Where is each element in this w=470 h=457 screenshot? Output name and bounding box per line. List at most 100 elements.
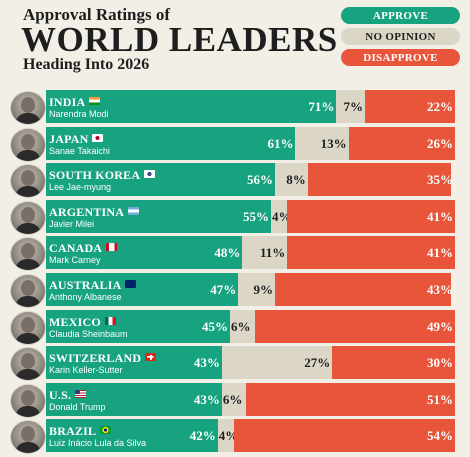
stacked-bar: 55% 4% 41% ARGENTINA Javier Milei: [46, 199, 455, 233]
flag-brazil-icon: [100, 426, 112, 435]
value-label-no-opinion: 9%: [253, 282, 274, 297]
leader-name: Javier Milei: [49, 218, 95, 229]
leader-portrait: [10, 127, 46, 162]
bar-segment-no-opinion: [217, 419, 235, 453]
flag-argentina-icon: [128, 206, 140, 215]
chart-row: 43% 27% 30% SWITZERLAND Karin Keller-Sutter: [0, 344, 470, 382]
chart-row: 42% 4% 54% BRAZIL Luiz Inácio Lula da Silva: [0, 417, 470, 455]
bar-segment-disapprove: [287, 199, 455, 233]
flag-japan-icon: [92, 133, 104, 142]
chart-subtitle: Heading Into 2026: [23, 56, 150, 73]
leader-portrait: [10, 274, 46, 308]
bar-segment-no-opinion: [242, 236, 288, 270]
chart-row: 61% 13% 26% JAPAN Sanae Takaichi: [0, 125, 470, 162]
chart-supertitle: Approval Ratings of: [23, 5, 171, 24]
value-label-disapprove: 43%: [427, 282, 453, 297]
value-label-no-opinion: 6%: [222, 391, 243, 407]
stacked-bar: 45% 6% 49% MEXICO Claudia Sheinbaum: [46, 309, 455, 343]
country-name: INDIA: [49, 95, 86, 109]
country-name: ARGENTINA: [49, 204, 125, 219]
value-label-approve: 56%: [247, 172, 274, 188]
leader-portrait: [10, 200, 46, 235]
leader-name: Luiz Inácio Lula da Silva: [49, 438, 147, 449]
leader-name: Lee Jae-myung: [49, 182, 112, 193]
bar-segment-approve: [46, 346, 222, 380]
value-label-disapprove: 22%: [427, 99, 453, 114]
country-name: SWITZERLAND: [49, 351, 142, 366]
value-label-disapprove: 49%: [427, 318, 453, 334]
country-label: U.S.: [49, 387, 87, 403]
value-label-disapprove: 26%: [427, 135, 453, 151]
leader-name: Mark Carney: [49, 255, 101, 266]
country-label: JAPAN: [49, 131, 104, 147]
flag-india-icon: [89, 97, 101, 105]
value-label-approve: 61%: [267, 135, 294, 151]
leader-name: Donald Trump: [49, 401, 106, 412]
flag-us-icon: [75, 389, 87, 398]
chart-row: 56% 8% 35% SOUTH KOREA Lee Jae-myung: [0, 161, 470, 199]
leader-name: Narendra Modi: [49, 109, 109, 119]
stacked-bar: 56% 8% 35% SOUTH KOREA Lee Jae-myung: [46, 163, 455, 197]
bar-segment-disapprove: [246, 382, 455, 416]
chart-row: 45% 6% 49% MEXICO Claudia Sheinbaum: [0, 308, 470, 345]
country-label: SOUTH KOREA: [49, 168, 156, 183]
country-name: BRAZIL: [49, 424, 97, 439]
leader-portrait: [10, 164, 46, 199]
legend-item-disapprove: DISAPPROVE: [341, 49, 460, 66]
leader-name: Karin Keller-Sutter: [49, 365, 123, 376]
value-label-no-opinion: 8%: [286, 172, 306, 188]
value-label-disapprove: 35%: [427, 172, 453, 188]
leader-name: Sanae Takaichi: [49, 145, 110, 156]
stacked-bar: 71% 7% 22% INDIA Narendra Modi: [46, 90, 455, 123]
country-label: ARGENTINA: [49, 204, 140, 220]
country-label: AUSTRALIA: [49, 278, 137, 293]
bar-segment-no-opinion: [230, 309, 255, 343]
country-label: SWITZERLAND: [49, 351, 157, 366]
bar-segment-disapprove: [307, 163, 451, 197]
leader-portrait: [10, 237, 46, 272]
leader-name: Anthony Albanese: [49, 292, 122, 302]
bar-segment-approve: [46, 309, 231, 343]
leader-portrait: [10, 383, 46, 418]
leader-portrait: [10, 310, 46, 345]
value-label-approve: 45%: [202, 318, 229, 334]
bar-segment-approve: [46, 90, 337, 123]
bar-segment-approve: [46, 199, 271, 233]
stacked-bar-chart: 71% 7% 22% INDIA Narendra Modi 61% 13% 26% JAPAN…: [0, 88, 470, 457]
country-name: MEXICO: [49, 314, 101, 329]
country-name: CANADA: [49, 241, 103, 256]
bar-segment-no-opinion: [221, 382, 247, 416]
bar-segment-no-opinion: [295, 126, 349, 160]
value-label-no-opinion: 6%: [231, 318, 251, 334]
country-name: U.S.: [49, 387, 72, 402]
chart-row: 47% 9% 43% AUSTRALIA Anthony Albanese: [0, 271, 470, 308]
value-label-approve: 47%: [210, 282, 237, 297]
chart-row: 48% 11% 41% CANADA Mark Carney: [0, 234, 470, 272]
bar-segment-approve: [46, 273, 239, 306]
value-label-no-opinion: 7%: [343, 99, 364, 114]
stacked-bar: 48% 11% 41% CANADA Mark Carney: [46, 236, 455, 270]
country-name: JAPAN: [49, 131, 89, 146]
value-label-approve: 43%: [193, 355, 220, 371]
value-label-approve: 42%: [189, 428, 216, 444]
flag-canada-icon: [106, 243, 118, 252]
leader-name: Claudia Sheinbaum: [49, 328, 128, 339]
stacked-bar: 61% 13% 26% JAPAN Sanae Takaichi: [46, 126, 455, 160]
legend: APPROVE NO OPINION DISAPPROVE: [341, 7, 460, 70]
flag-australia-icon: [125, 280, 137, 288]
bar-segment-approve: [46, 419, 218, 453]
bar-segment-approve: [46, 126, 296, 160]
bar-segment-no-opinion: [270, 199, 288, 233]
stacked-bar: 43% 6% 51% U.S. Donald Trump: [46, 382, 455, 416]
bar-segment-approve: [46, 163, 276, 197]
flag-mexico-icon: [104, 316, 116, 325]
bar-segment-disapprove: [275, 273, 451, 306]
value-label-no-opinion: 4%: [218, 428, 239, 444]
bar-segment-no-opinion: [275, 163, 308, 197]
chart-row: 43% 6% 51% U.S. Donald Trump: [0, 381, 470, 418]
bar-segment-disapprove: [287, 236, 455, 270]
stacked-bar: 47% 9% 43% AUSTRALIA Anthony Albanese: [46, 273, 455, 306]
value-label-disapprove: 41%: [427, 245, 453, 261]
header: Approval Ratings of WORLD LEADERS Headin…: [0, 0, 470, 88]
flag-south-korea-icon: [144, 170, 156, 179]
